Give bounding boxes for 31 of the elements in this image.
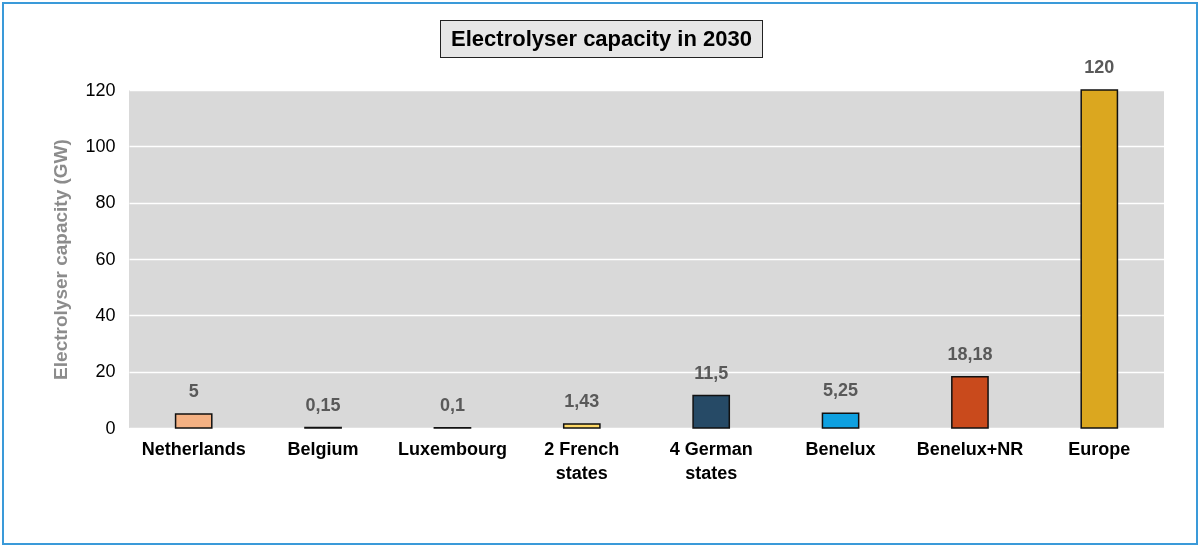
y-tick-label: 20	[95, 361, 116, 382]
data-label: 120	[1084, 57, 1115, 77]
bar	[1080, 89, 1119, 429]
x-tick-label: Luxembourg	[397, 438, 507, 459]
x-tick-label: Benelux	[805, 438, 876, 459]
chart-title: Electrolyser capacity in 2030	[440, 20, 763, 58]
x-tick-label: Benelux+NR	[916, 438, 1024, 459]
data-label: 11,5	[694, 362, 729, 383]
x-tick-label: 4 German states	[669, 438, 753, 483]
data-label: 0,15	[305, 394, 341, 415]
y-tick-label: 80	[95, 192, 116, 213]
data-label: 18,18	[947, 343, 993, 364]
x-tick-label: Netherlands	[141, 438, 246, 459]
y-tick-label: 60	[95, 248, 116, 269]
bar	[562, 423, 601, 429]
y-tick-label: 120	[85, 79, 116, 100]
y-tick-label: 0	[105, 417, 116, 438]
data-label: 0,1	[439, 394, 465, 415]
data-label: 5	[188, 380, 199, 401]
bar	[951, 376, 989, 429]
bar	[692, 394, 731, 429]
data-label: 5,25	[823, 380, 859, 401]
x-tick-label: Europe	[1068, 438, 1131, 459]
bar	[821, 412, 860, 429]
y-axis-title: Electrolyser capacity (GW)	[50, 139, 72, 380]
bar	[174, 413, 213, 429]
x-tick-label: 2 French states	[544, 438, 620, 483]
x-tick-label: Belgium	[287, 438, 359, 459]
y-tick-label: 100	[85, 135, 116, 156]
data-label: 1,43	[564, 390, 600, 411]
y-tick-label: 40	[95, 304, 116, 325]
